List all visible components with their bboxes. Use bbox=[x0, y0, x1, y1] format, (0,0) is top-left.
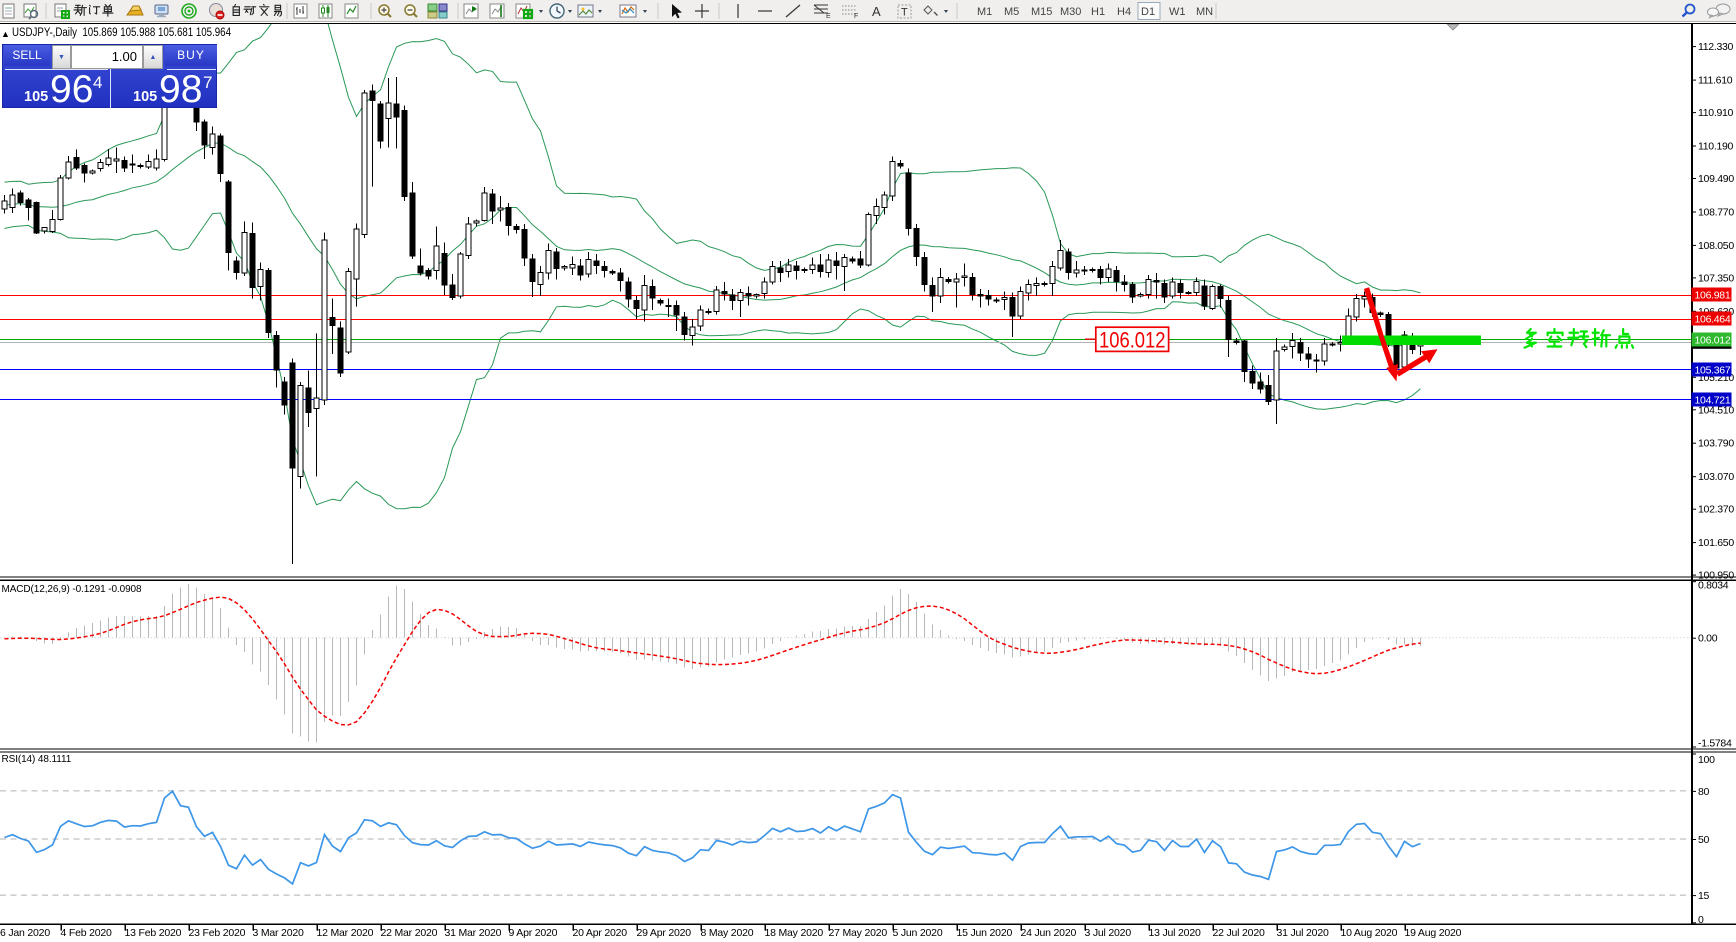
svg-text:106.981: 106.981 bbox=[1695, 290, 1731, 302]
svg-text:M15: M15 bbox=[1031, 6, 1052, 18]
svg-text:27 May 2020: 27 May 2020 bbox=[829, 927, 888, 939]
svg-text:29 Apr 2020: 29 Apr 2020 bbox=[637, 927, 692, 939]
svg-text:50: 50 bbox=[1698, 834, 1710, 846]
svg-text:H1: H1 bbox=[1091, 6, 1105, 18]
svg-text:T: T bbox=[901, 7, 908, 19]
svg-text:0.00: 0.00 bbox=[1698, 633, 1718, 645]
svg-text:102.370: 102.370 bbox=[1698, 504, 1734, 516]
svg-text:24 Jun 2020: 24 Jun 2020 bbox=[1021, 927, 1077, 939]
svg-text:103.790: 103.790 bbox=[1698, 438, 1734, 450]
svg-text:101.650: 101.650 bbox=[1698, 537, 1734, 549]
svg-text:12 Mar 2020: 12 Mar 2020 bbox=[317, 927, 374, 939]
svg-text:-1.5784: -1.5784 bbox=[1698, 737, 1732, 749]
svg-text:H4: H4 bbox=[1117, 6, 1131, 18]
svg-text:22 Mar 2020: 22 Mar 2020 bbox=[381, 927, 438, 939]
svg-text:3 Mar 2020: 3 Mar 2020 bbox=[253, 927, 304, 939]
svg-text:22 Jul 2020: 22 Jul 2020 bbox=[1213, 927, 1265, 939]
svg-text:110.910: 110.910 bbox=[1698, 107, 1734, 119]
svg-text:13 Feb 2020: 13 Feb 2020 bbox=[125, 927, 182, 939]
svg-text:105.367: 105.367 bbox=[1695, 365, 1731, 377]
svg-text:MN: MN bbox=[1196, 6, 1213, 18]
svg-text:6 Jan 2020: 6 Jan 2020 bbox=[0, 927, 50, 939]
svg-text:106.464: 106.464 bbox=[1695, 314, 1731, 326]
svg-text:111.610: 111.610 bbox=[1698, 75, 1733, 87]
svg-text:20 Apr 2020: 20 Apr 2020 bbox=[573, 927, 628, 939]
svg-text:4 Feb 2020: 4 Feb 2020 bbox=[61, 927, 112, 939]
svg-text:104.510: 104.510 bbox=[1698, 404, 1734, 416]
svg-text:106.012: 106.012 bbox=[1695, 335, 1731, 347]
svg-text:RSI(14) 48.1111: RSI(14) 48.1111 bbox=[2, 754, 72, 765]
svg-text:100.950: 100.950 bbox=[1698, 570, 1734, 582]
svg-text:W1: W1 bbox=[1169, 6, 1186, 18]
svg-text:108.050: 108.050 bbox=[1698, 240, 1734, 252]
svg-text:8 May 2020: 8 May 2020 bbox=[701, 927, 754, 939]
svg-text:108.770: 108.770 bbox=[1698, 207, 1734, 219]
svg-text:107.350: 107.350 bbox=[1698, 272, 1734, 284]
svg-text:80: 80 bbox=[1698, 786, 1710, 798]
svg-text:13 Jul 2020: 13 Jul 2020 bbox=[1149, 927, 1201, 939]
svg-text:E: E bbox=[826, 13, 831, 20]
svg-text:3 Jul 2020: 3 Jul 2020 bbox=[1085, 927, 1132, 939]
svg-text:A: A bbox=[872, 4, 881, 19]
svg-text:15: 15 bbox=[1698, 890, 1710, 902]
svg-text:31 Jul 2020: 31 Jul 2020 bbox=[1277, 927, 1329, 939]
svg-text:104.721: 104.721 bbox=[1695, 395, 1731, 407]
svg-text:112.330: 112.330 bbox=[1698, 41, 1734, 53]
svg-text:110.190: 110.190 bbox=[1698, 141, 1734, 153]
svg-text:D1: D1 bbox=[1141, 6, 1155, 18]
svg-text:106.012: 106.012 bbox=[1099, 328, 1166, 353]
svg-text:19 Aug 2020: 19 Aug 2020 bbox=[1405, 927, 1462, 939]
svg-text:9 Apr 2020: 9 Apr 2020 bbox=[509, 927, 558, 939]
svg-text:M5: M5 bbox=[1004, 6, 1019, 18]
svg-text:103.070: 103.070 bbox=[1698, 471, 1734, 483]
svg-text:109.490: 109.490 bbox=[1698, 173, 1734, 185]
svg-text:M1: M1 bbox=[977, 6, 992, 18]
svg-text:F: F bbox=[854, 13, 858, 20]
svg-text:0: 0 bbox=[1698, 914, 1704, 926]
svg-text:MACD(12,26,9) -0.1291 -0.0908: MACD(12,26,9) -0.1291 -0.0908 bbox=[2, 584, 142, 595]
svg-text:5 Jun 2020: 5 Jun 2020 bbox=[893, 927, 943, 939]
svg-text:31 Mar 2020: 31 Mar 2020 bbox=[445, 927, 502, 939]
svg-text:M30: M30 bbox=[1060, 6, 1081, 18]
svg-text:0.8034: 0.8034 bbox=[1698, 579, 1729, 591]
svg-text:100: 100 bbox=[1698, 754, 1715, 766]
svg-text:23 Feb 2020: 23 Feb 2020 bbox=[189, 927, 246, 939]
svg-text:15 Jun 2020: 15 Jun 2020 bbox=[957, 927, 1013, 939]
svg-text:18 May 2020: 18 May 2020 bbox=[765, 927, 824, 939]
svg-text:10 Aug 2020: 10 Aug 2020 bbox=[1341, 927, 1398, 939]
